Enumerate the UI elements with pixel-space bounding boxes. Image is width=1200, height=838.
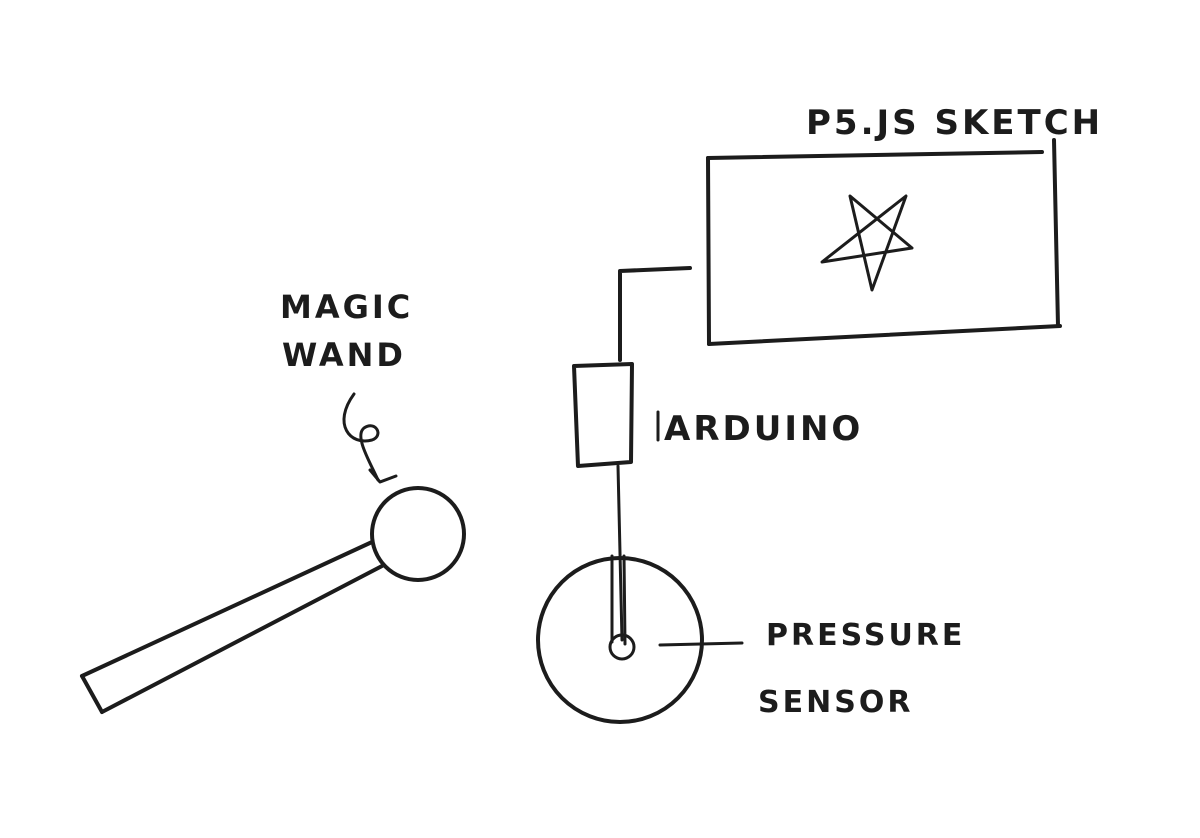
pressure-sensor xyxy=(536,554,744,724)
sketch-window xyxy=(706,138,1062,346)
sketch-arduino-cable xyxy=(618,266,692,362)
star-icon xyxy=(820,194,914,292)
wand-label-line1: MAGIC xyxy=(280,288,413,326)
sensor-label-line1: PRESSURE xyxy=(766,618,965,653)
magic-wand xyxy=(80,486,466,714)
wand-label-line2: WAND xyxy=(282,336,406,374)
sketch-label: P5.JS SKETCH xyxy=(806,103,1103,143)
arduino-board xyxy=(572,362,634,468)
arduino-sensor-wire xyxy=(616,464,624,642)
wand-pointer-arrow xyxy=(342,392,380,482)
sensor-label-line2: SENSOR xyxy=(758,685,913,720)
arduino-label: ARDUINO xyxy=(664,409,863,449)
